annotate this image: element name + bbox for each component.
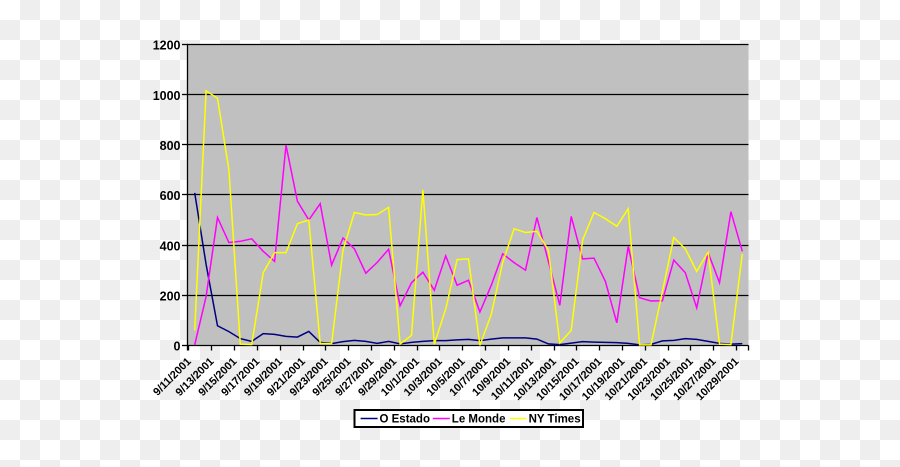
svg-text:400: 400 xyxy=(160,239,181,253)
svg-text:O Estado: O Estado xyxy=(380,414,430,426)
svg-text:800: 800 xyxy=(160,139,181,153)
svg-text:0: 0 xyxy=(174,340,181,354)
svg-text:NY Times: NY Times xyxy=(529,414,581,426)
svg-text:1000: 1000 xyxy=(153,89,181,103)
svg-text:1200: 1200 xyxy=(153,39,181,53)
svg-text:200: 200 xyxy=(160,289,181,303)
svg-text:600: 600 xyxy=(160,189,181,203)
svg-text:Le Monde: Le Monde xyxy=(452,414,506,426)
